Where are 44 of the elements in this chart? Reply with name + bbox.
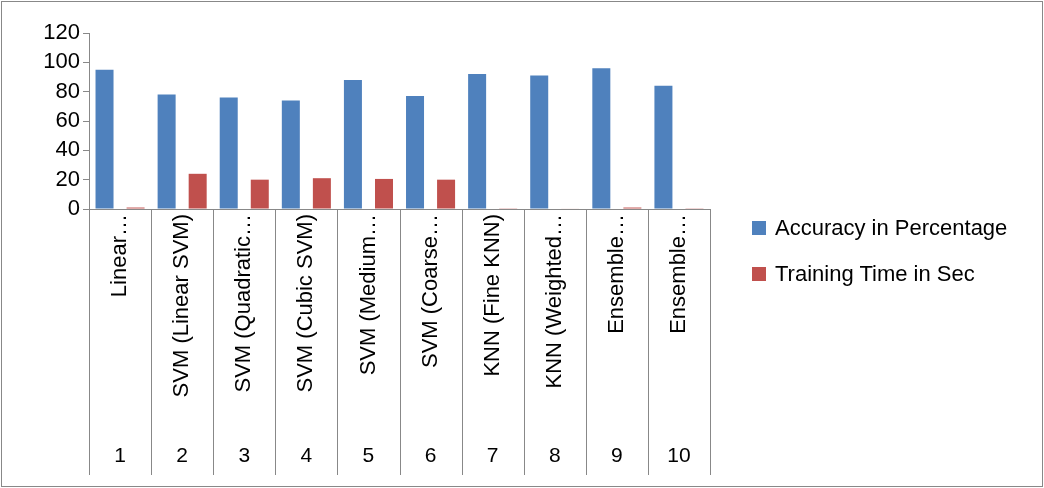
bar xyxy=(219,97,238,209)
y-tick-label: 40 xyxy=(55,136,80,162)
text: 1 xyxy=(114,442,126,466)
x-tick-label: SVM (Linear SVM) xyxy=(168,214,194,398)
text: 8 xyxy=(548,442,561,466)
x-tick-label: SVM (Coarse… xyxy=(416,214,442,369)
bar xyxy=(188,173,207,209)
y-tick-label: 120 xyxy=(43,19,80,45)
text: 9 xyxy=(611,442,623,466)
text: 3 xyxy=(238,442,251,466)
bar xyxy=(250,179,269,209)
bar xyxy=(437,179,456,209)
y-tick-label: 20 xyxy=(55,165,80,191)
x-tick-label: SVM (Cubic SVM) xyxy=(292,214,318,393)
legend-label: Training Time in Sec xyxy=(775,261,975,287)
legend-label: Accuracy in Percentage xyxy=(775,215,1008,241)
x-tick-label: SVM (Quadratic… xyxy=(230,214,256,393)
bar xyxy=(468,74,487,209)
bar xyxy=(654,85,673,209)
text: 4 xyxy=(300,442,313,466)
y-tick-label: 0 xyxy=(67,195,80,221)
text: 5 xyxy=(362,442,375,466)
bar xyxy=(406,96,425,209)
bar xyxy=(530,75,549,209)
x-tick-label: SVM (Medium… xyxy=(354,214,380,376)
bar xyxy=(157,94,176,209)
x-tick-label: Ensemble… xyxy=(665,214,691,334)
y-tick-label: 80 xyxy=(55,77,80,103)
x-tick-label: KNN (Weighted… xyxy=(540,214,566,389)
bar xyxy=(95,69,114,209)
x-tick-label: KNN (Fine KNN) xyxy=(478,214,504,377)
bar xyxy=(592,68,611,209)
y-tick-label: 60 xyxy=(55,107,80,133)
text: 7 xyxy=(486,442,499,466)
x-tick-label: Linear… xyxy=(106,214,132,298)
bar xyxy=(312,178,331,209)
y-tick-label: 100 xyxy=(43,48,80,74)
x-tick-label: Ensemble… xyxy=(602,214,628,334)
text: 2 xyxy=(176,442,188,466)
text: 6 xyxy=(424,442,437,466)
bar xyxy=(343,79,362,209)
bar xyxy=(281,100,300,209)
bar xyxy=(374,178,393,209)
text: 10 xyxy=(667,442,691,466)
